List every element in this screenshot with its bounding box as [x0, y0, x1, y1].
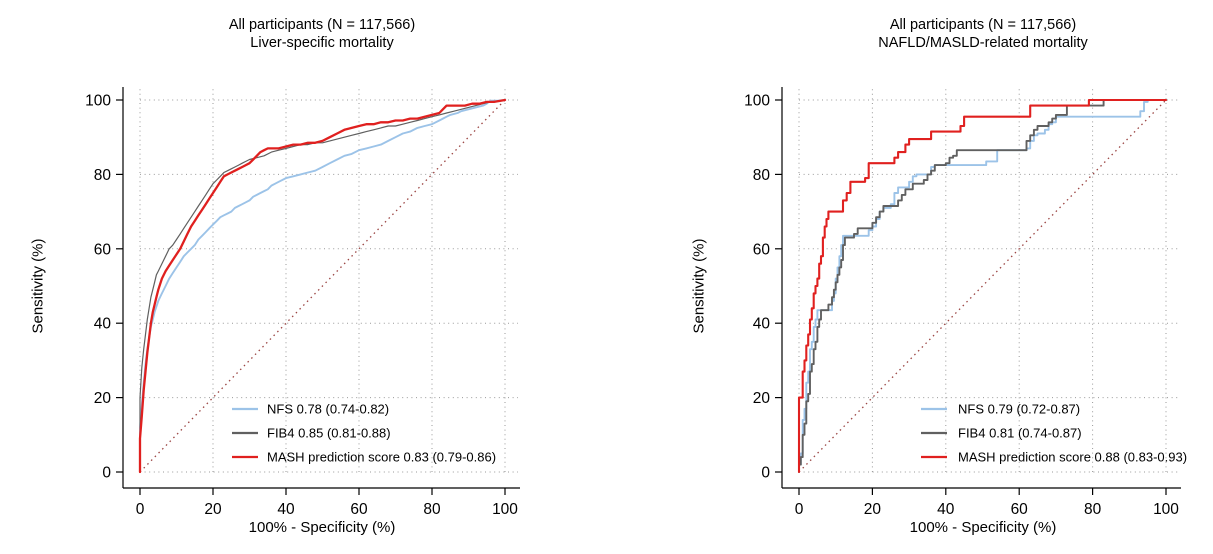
svg-text:0: 0 [761, 465, 770, 482]
svg-text:100: 100 [1153, 501, 1179, 518]
svg-text:100: 100 [492, 501, 518, 518]
chart-title-line2: NAFLD/MASLD-related mortality [878, 35, 1088, 51]
y-axis-label: Sensitivity (%) [690, 238, 708, 334]
svg-text:40: 40 [753, 316, 771, 333]
legend-label-fib4: FIB4 0.81 (0.74-0.87) [958, 425, 1082, 441]
svg-text:60: 60 [94, 241, 112, 258]
svg-text:20: 20 [94, 390, 112, 407]
svg-text:40: 40 [937, 501, 955, 518]
x-axis-label: 100% - Specificity (%) [909, 519, 1057, 536]
legend-label-mash: MASH prediction score 0.88 (0.83-0.93) [958, 449, 1188, 465]
y-axis-label: Sensitivity (%) [29, 238, 47, 334]
svg-text:100: 100 [85, 93, 111, 110]
legend-label-mash: MASH prediction score 0.83 (0.79-0.86) [267, 449, 497, 465]
svg-text:60: 60 [1011, 501, 1029, 518]
svg-text:60: 60 [350, 501, 368, 518]
svg-text:80: 80 [94, 167, 112, 184]
svg-text:100: 100 [744, 93, 770, 110]
x-axis-label: 100% - Specificity (%) [248, 519, 396, 536]
legend-label-fib4: FIB4 0.85 (0.81-0.88) [267, 425, 391, 441]
svg-text:80: 80 [753, 167, 771, 184]
svg-text:80: 80 [423, 501, 441, 518]
svg-text:80: 80 [1084, 501, 1102, 518]
chart-title-line1: All participants (N = 117,566) [889, 17, 1077, 33]
svg-text:20: 20 [864, 501, 882, 518]
svg-text:20: 20 [753, 390, 771, 407]
svg-text:0: 0 [795, 501, 804, 518]
svg-text:0: 0 [136, 501, 145, 518]
svg-text:20: 20 [204, 501, 222, 518]
chart-title-line2: Liver-specific mortality [250, 35, 394, 51]
svg-text:40: 40 [277, 501, 295, 518]
svg-text:40: 40 [94, 316, 112, 333]
svg-text:0: 0 [102, 465, 111, 482]
legend-label-nfs: NFS 0.79 (0.72-0.87) [958, 401, 1081, 417]
chart-title-line1: All participants (N = 117,566) [228, 17, 416, 33]
svg-text:60: 60 [753, 241, 771, 258]
legend-label-nfs: NFS 0.78 (0.74-0.82) [267, 401, 390, 417]
